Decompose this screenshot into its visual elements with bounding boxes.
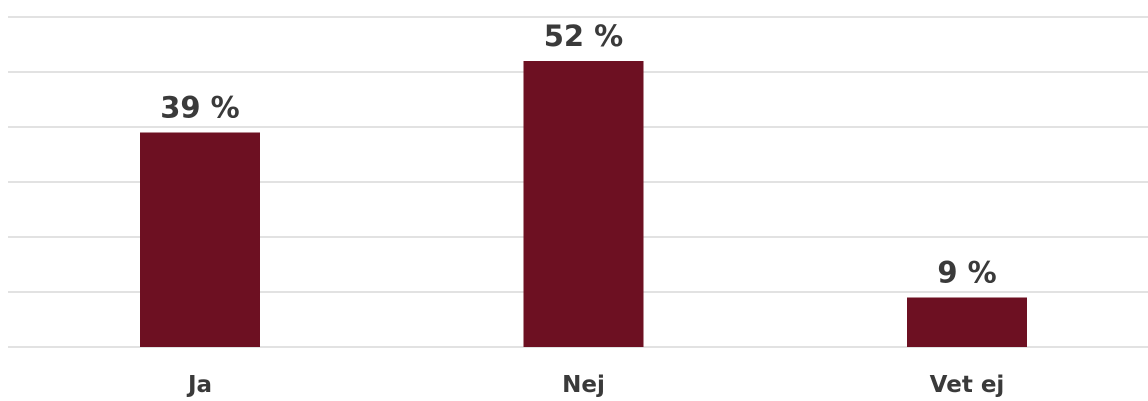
bar-vet-ej [907,297,1027,347]
data-label-ja: 39 % [160,91,240,125]
bar-nej [523,61,644,347]
data-labels: 39 % 52 % 9 % [160,19,996,290]
data-label-vet-ej: 9 % [937,256,996,290]
category-label-vet-ej: Vet ej [930,372,1005,398]
category-label-ja: Ja [186,372,212,398]
bar-ja [140,132,260,347]
category-labels: Ja Nej Vet ej [186,372,1004,398]
category-label-nej: Nej [562,372,605,398]
data-label-nej: 52 % [544,19,624,53]
bars [140,61,1027,347]
